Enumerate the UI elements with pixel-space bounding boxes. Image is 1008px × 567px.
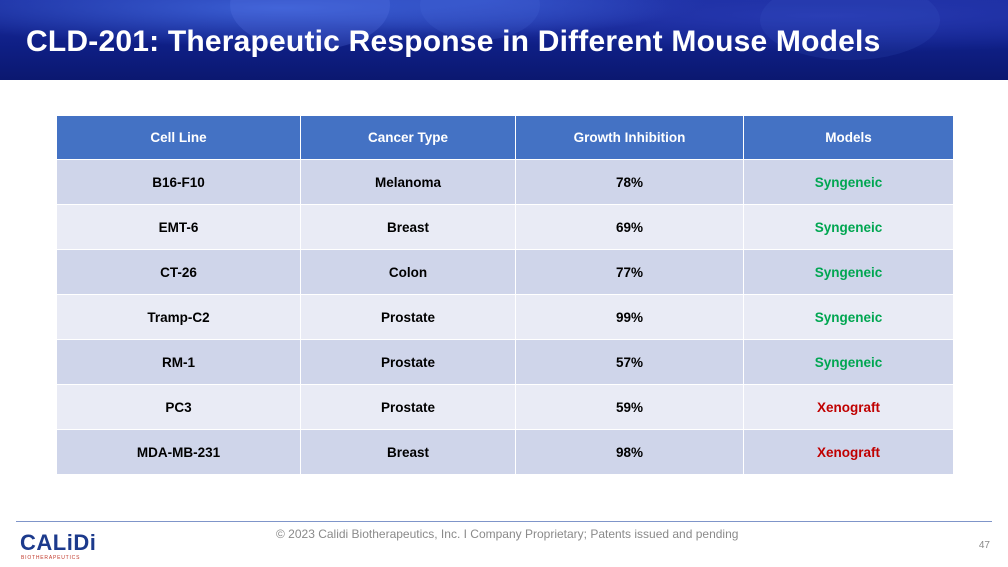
- model-type: Xenograft: [743, 429, 954, 475]
- table-row: Tramp-C2 Prostate 99% Syngeneic: [56, 294, 954, 340]
- copyright-notice: © 2023 Calidi Biotherapeutics, Inc. I Co…: [276, 527, 739, 541]
- growth-inhibition: 99%: [515, 294, 744, 340]
- cancer-type: Breast: [300, 204, 516, 250]
- table-row: RM-1 Prostate 57% Syngeneic: [56, 339, 954, 385]
- growth-inhibition: 69%: [515, 204, 744, 250]
- header-cancer-type: Cancer Type: [300, 115, 516, 160]
- model-type: Syngeneic: [743, 339, 954, 385]
- cancer-type: Colon: [300, 249, 516, 295]
- cancer-type: Prostate: [300, 294, 516, 340]
- cancer-type: Prostate: [300, 339, 516, 385]
- cell-line: Tramp-C2: [56, 294, 301, 340]
- table-row: B16-F10 Melanoma 78% Syngeneic: [56, 159, 954, 205]
- cell-line: PC3: [56, 384, 301, 430]
- cancer-type: Breast: [300, 429, 516, 475]
- model-type: Syngeneic: [743, 249, 954, 295]
- header-growth-inhibition: Growth Inhibition: [515, 115, 744, 160]
- model-type: Xenograft: [743, 384, 954, 430]
- table-row: CT-26 Colon 77% Syngeneic: [56, 249, 954, 295]
- results-table: Cell Line Cancer Type Growth Inhibition …: [56, 115, 954, 475]
- growth-inhibition: 59%: [515, 384, 744, 430]
- title-banner: CLD-201: Therapeutic Response in Differe…: [0, 0, 1008, 80]
- logo-wordmark: CALiDi: [20, 530, 97, 555]
- header-models: Models: [743, 115, 954, 160]
- cell-line: B16-F10: [56, 159, 301, 205]
- company-logo: CALiDi BIOTHERAPEUTICS: [20, 530, 110, 562]
- growth-inhibition: 78%: [515, 159, 744, 205]
- page-number: 47: [978, 540, 990, 551]
- table-header-row: Cell Line Cancer Type Growth Inhibition …: [56, 115, 954, 160]
- growth-inhibition: 98%: [515, 429, 744, 475]
- table-row: MDA-MB-231 Breast 98% Xenograft: [56, 429, 954, 475]
- cell-line: MDA-MB-231: [56, 429, 301, 475]
- growth-inhibition: 57%: [515, 339, 744, 385]
- cell-line: EMT-6: [56, 204, 301, 250]
- growth-inhibition: 77%: [515, 249, 744, 295]
- cell-line: CT-26: [56, 249, 301, 295]
- table-row: PC3 Prostate 59% Xenograft: [56, 384, 954, 430]
- model-type: Syngeneic: [743, 159, 954, 205]
- footer-divider: [16, 521, 992, 522]
- model-type: Syngeneic: [743, 294, 954, 340]
- cancer-type: Melanoma: [300, 159, 516, 205]
- logo-subtext: BIOTHERAPEUTICS: [21, 555, 81, 561]
- model-type: Syngeneic: [743, 204, 954, 250]
- cancer-type: Prostate: [300, 384, 516, 430]
- table-row: EMT-6 Breast 69% Syngeneic: [56, 204, 954, 250]
- cell-line: RM-1: [56, 339, 301, 385]
- header-cell-line: Cell Line: [56, 115, 301, 160]
- slide-title: CLD-201: Therapeutic Response in Differe…: [26, 25, 881, 58]
